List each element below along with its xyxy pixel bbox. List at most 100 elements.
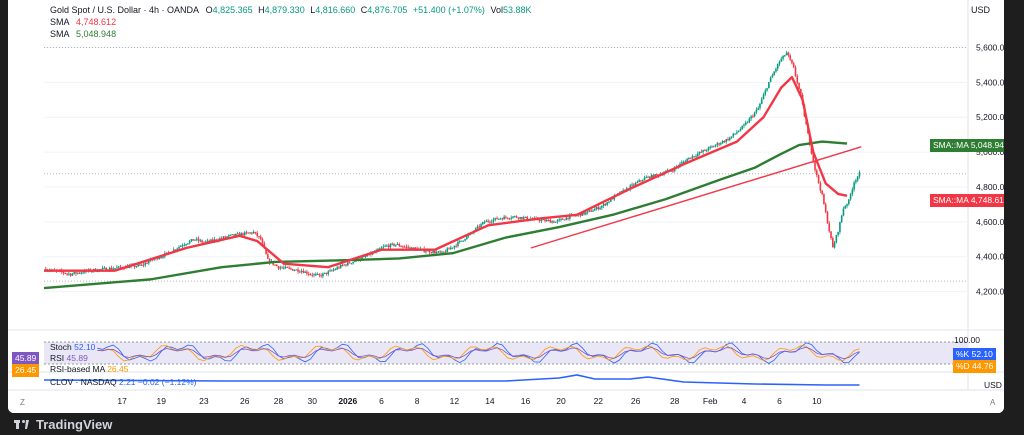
candle-body <box>283 267 285 269</box>
candle-body <box>640 180 642 182</box>
candle-body <box>846 204 848 207</box>
candle-body <box>256 232 258 237</box>
rsi-value: 45.89 <box>66 353 88 363</box>
candle-body <box>261 239 264 244</box>
candle-body <box>753 112 756 117</box>
candle-body <box>830 231 832 239</box>
low-label: L <box>310 5 316 15</box>
candle-body <box>274 264 276 266</box>
clov-currency[interactable]: USD <box>984 380 1002 390</box>
candle-body <box>139 264 141 266</box>
candle-body <box>80 272 83 274</box>
candle-body <box>382 246 385 248</box>
candle-body <box>519 216 521 219</box>
sma-fast-legend[interactable]: SMA 4,748.612 <box>50 17 116 28</box>
candle-body <box>812 153 815 162</box>
stoch-level-label: 100.00 <box>954 335 980 345</box>
x-tick-label: 8 <box>415 396 420 406</box>
candle-body <box>238 233 241 236</box>
candle-body <box>727 139 729 141</box>
candle-body <box>798 83 800 89</box>
candle-body <box>654 174 656 178</box>
high-label: H <box>258 5 265 15</box>
rsi-ma-legend[interactable]: RSI-based MA 26.45 <box>50 364 128 374</box>
candle-body <box>542 219 545 221</box>
candle-body <box>190 239 193 242</box>
candle-body <box>258 236 260 238</box>
rsi-ma-left-tag: 26.45 <box>12 364 40 377</box>
candle-body <box>728 137 731 141</box>
candle-body <box>720 143 722 145</box>
sma-slow-value: 5,048.948 <box>76 29 117 39</box>
x-tick-label: 2026 <box>338 396 357 406</box>
candle-body <box>135 266 138 268</box>
candle-body <box>741 125 744 130</box>
close-label: C <box>360 5 368 15</box>
candle-body <box>181 245 184 247</box>
candle-body <box>341 264 344 266</box>
candle-body <box>455 245 457 247</box>
candle-body <box>194 239 196 241</box>
sma-fast-price-tag: SMA::MA 4,748.612 <box>930 194 1004 207</box>
x-tick-label: 30 <box>308 396 318 406</box>
candle-body <box>290 268 292 270</box>
candle-body <box>553 221 555 223</box>
sma-slow-legend[interactable]: SMA 5,048.948 <box>50 29 116 40</box>
candle-body <box>672 170 674 172</box>
candle-body <box>513 216 516 218</box>
candle-body <box>105 267 107 271</box>
clov-change: −0.02 (−1.12%) <box>137 377 197 387</box>
candle-body <box>82 272 84 274</box>
candle-body <box>199 240 202 242</box>
candle-body <box>768 82 770 89</box>
candle-body <box>821 190 823 195</box>
stoch-k-tag: %K 52.10 <box>953 348 996 361</box>
candle-body <box>480 224 482 228</box>
x-tick-label: 22 <box>594 396 604 406</box>
candle-body <box>187 243 189 245</box>
chart-frame: 4,200.000 4,400.000 4,600.000 4,800.000 5,00… <box>8 0 1004 413</box>
candle-body <box>315 274 317 276</box>
candle-body <box>69 273 72 276</box>
candle-body <box>734 133 736 135</box>
candle-body <box>599 207 601 210</box>
candle-body <box>68 273 70 275</box>
timezone-button[interactable]: Z <box>20 398 25 407</box>
candle-body <box>211 239 214 242</box>
candle-body <box>243 232 246 236</box>
candle-body <box>752 116 754 118</box>
sma-fast-line <box>44 75 848 272</box>
clov-legend[interactable]: CLOV · NASDAQ 2.21 −0.02 (−1.12%) <box>50 377 197 387</box>
candle-body <box>391 243 394 245</box>
stoch-k-label: %K <box>956 349 970 359</box>
candle-body <box>62 272 65 274</box>
candle-body <box>762 94 765 100</box>
y-tick-label: 4,600.000 <box>976 217 1004 227</box>
candle-body <box>482 222 484 225</box>
candle-body <box>698 151 701 154</box>
candle-body <box>707 147 710 151</box>
candle-body <box>195 238 198 240</box>
candle-body <box>307 273 310 275</box>
candle-body <box>485 220 488 223</box>
candle-body <box>789 55 791 60</box>
stoch-legend[interactable]: Stoch 52.10 <box>50 342 95 352</box>
rsi-legend[interactable]: RSI 45.89 <box>50 353 88 363</box>
price-chart[interactable]: 4,200.000 4,400.000 4,600.000 4,800.000 5,00… <box>8 0 1004 413</box>
currency-label[interactable]: USD <box>970 5 990 15</box>
candle-body <box>689 157 692 159</box>
candle-body <box>309 274 312 276</box>
candle-body <box>457 241 459 247</box>
candle-body <box>695 156 697 158</box>
candle-body <box>732 133 735 137</box>
candle-body <box>652 174 655 178</box>
candle-body <box>146 262 148 264</box>
auto-scale-button[interactable]: A <box>990 398 996 407</box>
candle-body <box>332 269 335 271</box>
change-value: +51.400 (+1.07%) <box>412 5 485 15</box>
sma-slow-label: SMA <box>50 29 70 39</box>
candle-body <box>451 247 454 249</box>
x-tick-label: 28 <box>670 396 680 406</box>
candle-body <box>71 273 74 276</box>
candle-body <box>634 182 637 186</box>
